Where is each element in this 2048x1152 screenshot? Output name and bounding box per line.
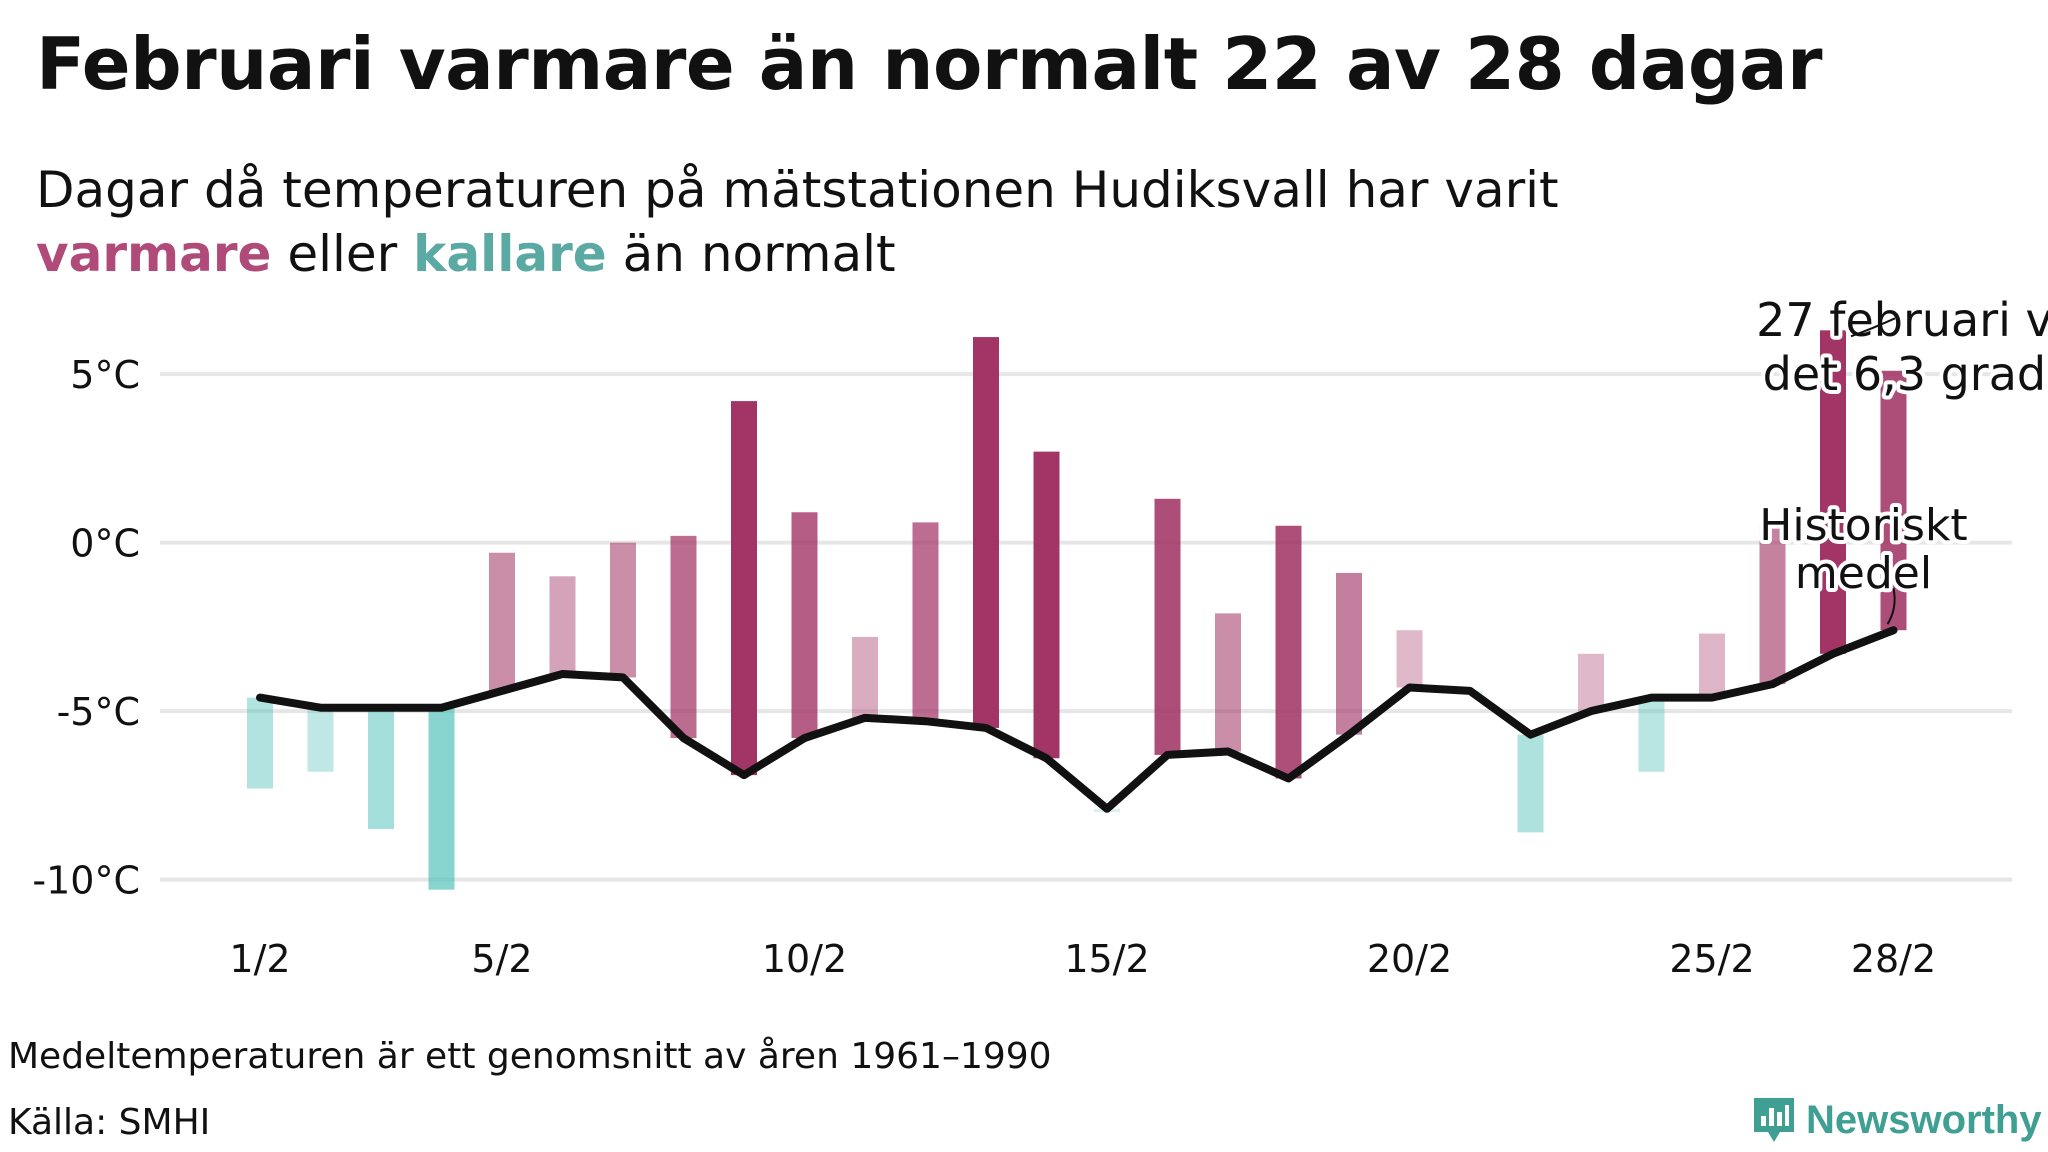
chart-title: Februari varmare än normalt 22 av 28 dag… xyxy=(36,22,1823,106)
x-tick-label: 20/2 xyxy=(1367,937,1452,981)
x-axis-labels: 1/2 5/2 10/2 15/2 20/2 25/2 28/2 xyxy=(229,937,1936,981)
subtitle-middle: eller xyxy=(287,225,398,283)
warm-bar xyxy=(670,535,697,739)
warm-bar xyxy=(1033,451,1060,759)
annotations: 27 februari vardet 6,3 grader Historisktm… xyxy=(1752,300,2048,625)
y-tick-label: -10°C xyxy=(32,859,140,903)
warm-bar xyxy=(1275,525,1302,779)
warm-bar xyxy=(610,542,636,678)
x-tick-label: 1/2 xyxy=(229,937,290,981)
subtitle-end: än normalt xyxy=(622,225,896,283)
footnote: Medeltemperaturen är ett genomsnitt av å… xyxy=(8,1036,1052,1077)
annotation-mean-line2: medel xyxy=(1795,548,1932,599)
newsworthy-logo: Newsworthy xyxy=(1752,1096,2042,1144)
cold-legend-word: kallare xyxy=(413,225,607,283)
brand-name: Newsworthy xyxy=(1806,1097,2042,1142)
y-tick-label: 0°C xyxy=(70,522,140,566)
x-tick-label: 28/2 xyxy=(1851,937,1936,981)
newsworthy-logo-icon xyxy=(1754,1098,1794,1142)
chart-subtitle: Dagar då temperaturen på mätstationen Hu… xyxy=(36,158,1559,286)
warm-bar xyxy=(489,552,515,691)
warm-bar xyxy=(1699,633,1725,698)
warm-bar xyxy=(731,401,757,776)
bars xyxy=(247,330,1907,890)
x-tick-label: 25/2 xyxy=(1669,937,1754,981)
temperature-chart: 5°C 0°C -5°C -10°C 1/2 5/2 10/2 15/2 20/2 25/2 28… xyxy=(32,300,2048,981)
x-tick-label: 10/2 xyxy=(762,937,847,981)
warm-bar xyxy=(973,337,999,728)
warm-bar xyxy=(1336,572,1362,735)
annotation-max-connector xyxy=(1850,317,1896,338)
warm-bar xyxy=(912,522,939,722)
y-tick-label: 5°C xyxy=(70,353,140,397)
cold-bar xyxy=(428,707,455,890)
source-note: Källa: SMHI xyxy=(8,1102,211,1143)
cold-bar xyxy=(247,697,273,789)
warm-bar xyxy=(1820,330,1846,654)
cold-bar xyxy=(368,707,394,830)
mean-polyline xyxy=(256,626,1898,813)
annotation-max-line1: 27 februari var xyxy=(1756,300,2048,347)
warm-bar xyxy=(1396,630,1423,688)
y-axis-labels: 5°C 0°C -5°C -10°C xyxy=(32,353,140,902)
warm-bar xyxy=(791,512,818,739)
warm-bar xyxy=(549,576,576,675)
warm-bar xyxy=(1880,370,1907,631)
warm-legend-word: varmare xyxy=(36,225,272,283)
annotation-max-line2: det 6,3 grader xyxy=(1763,347,2048,401)
warm-bar xyxy=(1215,613,1241,752)
x-tick-label: 15/2 xyxy=(1064,937,1149,981)
y-tick-label: -5°C xyxy=(57,690,140,734)
grid-lines xyxy=(160,372,2012,882)
subtitle-line-2: varmare eller kallare än normalt xyxy=(36,222,1559,286)
annotation-mean-line1: Historiskt xyxy=(1759,500,1967,551)
mean-line xyxy=(256,626,1898,813)
cold-bar xyxy=(1638,697,1665,772)
cold-bar xyxy=(1517,734,1544,833)
subtitle-line-1: Dagar då temperaturen på mätstationen Hu… xyxy=(36,161,1559,219)
x-tick-label: 5/2 xyxy=(471,937,532,981)
warm-bar xyxy=(1759,525,1786,685)
cold-bar xyxy=(307,707,334,772)
warm-bar xyxy=(852,636,878,718)
warm-bar xyxy=(1154,498,1181,755)
annotation-mean-connector xyxy=(1886,588,1896,625)
warm-bar xyxy=(1578,653,1604,712)
